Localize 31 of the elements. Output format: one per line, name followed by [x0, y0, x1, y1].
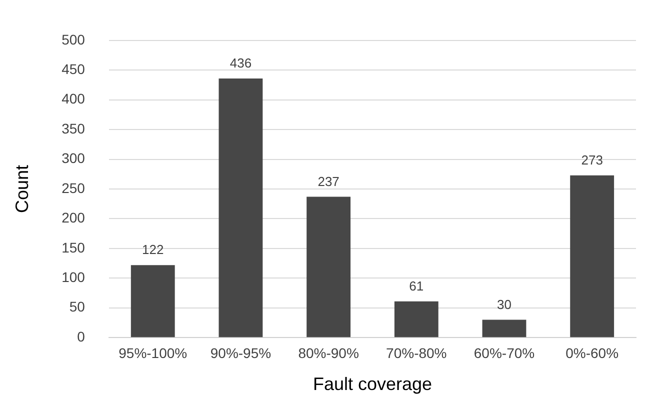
y-tick-label: 100	[62, 269, 86, 286]
x-tick-label: 90%-95%	[210, 344, 272, 361]
data-label: 436	[230, 56, 252, 71]
y-tick-label: 150	[62, 239, 86, 256]
y-axis-title: Count	[12, 164, 32, 214]
data-label: 273	[581, 152, 603, 168]
x-tick-label: 80%-90%	[298, 344, 359, 361]
y-tick-label: 250	[62, 180, 86, 196]
x-axis-title: Fault coverage	[312, 374, 432, 394]
x-tick-label: 70%-80%	[386, 344, 447, 361]
y-tick-label: 350	[62, 120, 86, 136]
x-tick-label: 95%-100%	[118, 344, 188, 361]
x-tick-label: 0%-60%	[566, 344, 619, 361]
bar	[394, 301, 438, 338]
y-tick-label: 500	[62, 31, 86, 48]
bar	[570, 175, 614, 338]
bar	[306, 196, 351, 338]
x-tick-label: 60%-70%	[474, 344, 535, 361]
y-tick-label: 450	[62, 60, 86, 77]
data-label: 237	[318, 174, 340, 189]
data-label: 122	[142, 242, 164, 258]
bar	[482, 320, 526, 338]
y-tick-label: 50	[69, 298, 86, 315]
bar	[130, 265, 175, 338]
y-tick-label: 400	[62, 90, 86, 107]
y-tick-label: 200	[62, 210, 86, 226]
bar	[218, 78, 263, 338]
y-tick-label: 300	[62, 150, 86, 166]
y-tick-label: 0	[77, 328, 86, 344]
data-label: 61	[409, 278, 424, 294]
data-label: 30	[497, 296, 512, 312]
